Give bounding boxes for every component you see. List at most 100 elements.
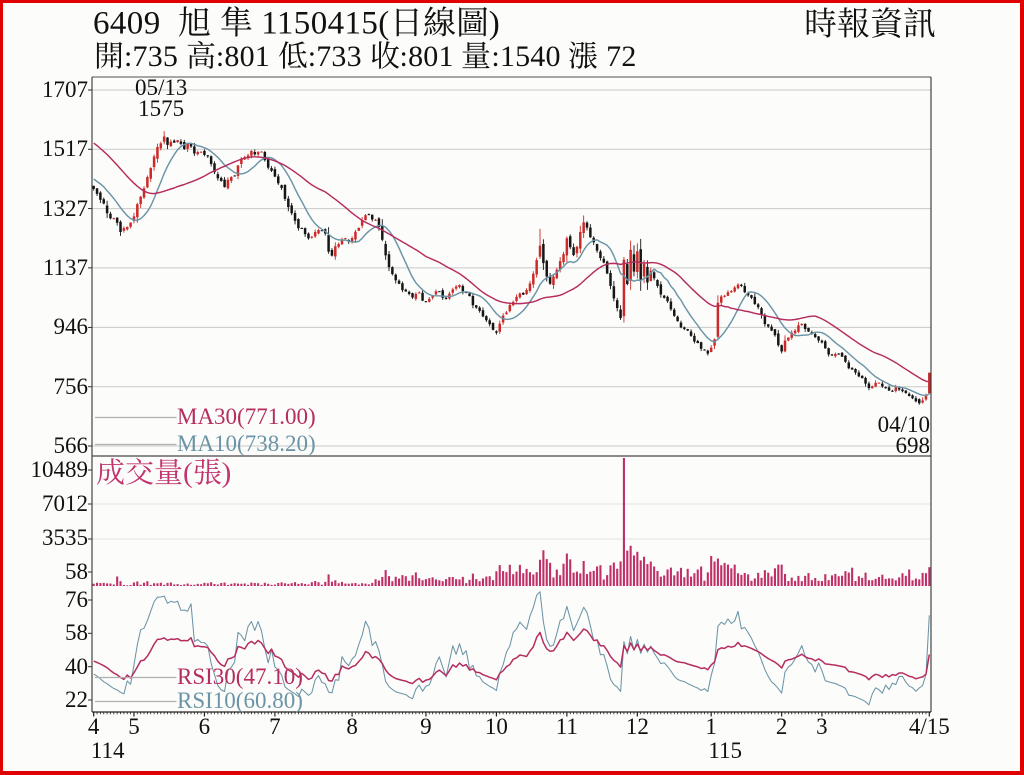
volume-bar — [847, 572, 850, 586]
volume-bar — [569, 559, 572, 586]
candle-body — [367, 214, 371, 216]
volume-bar — [643, 556, 646, 586]
volume-bar — [522, 573, 525, 586]
candle-body — [585, 222, 589, 228]
volume-bar — [612, 562, 615, 586]
candle-body — [146, 177, 149, 188]
candle-body — [649, 270, 653, 281]
candle-body — [773, 329, 777, 336]
candle-body — [387, 254, 391, 268]
candle-body — [740, 284, 743, 286]
volume-bar — [418, 578, 421, 586]
candle-body — [230, 177, 233, 181]
volume-bar — [159, 582, 162, 586]
volume-bar — [740, 574, 743, 586]
volume-bar — [606, 575, 609, 586]
volume-bar — [317, 582, 320, 586]
annotation-high-date: 05/13 — [134, 75, 188, 100]
volume-bar — [344, 583, 347, 586]
candle-body — [629, 249, 632, 281]
volume-bar — [481, 578, 485, 586]
volume-bar — [347, 583, 350, 586]
candle-body — [340, 239, 344, 245]
volume-bar — [629, 545, 632, 586]
candle-body — [565, 238, 569, 256]
candle-body — [891, 390, 894, 392]
volume-bar — [592, 570, 595, 586]
volume-bar — [193, 584, 196, 586]
volume-bar — [669, 567, 672, 586]
volume-bar — [693, 573, 696, 586]
candle-body — [508, 304, 512, 312]
volume-bar — [337, 583, 340, 586]
volume-bar — [538, 559, 542, 586]
volume-bar — [485, 576, 488, 586]
volume-bar — [673, 575, 676, 586]
volume-bar — [404, 576, 407, 586]
candle-body — [911, 395, 914, 399]
candle-body — [515, 296, 518, 302]
volume-bar — [532, 574, 535, 586]
volume-bar — [126, 585, 129, 587]
candle-body — [921, 400, 924, 403]
volume-bar — [330, 581, 334, 586]
volume-bar — [367, 584, 370, 586]
cjk-glyph — [125, 457, 154, 486]
candle-body — [374, 219, 377, 221]
volume-bar — [585, 574, 589, 586]
price-axis-label: 566 — [53, 433, 89, 458]
volume-bar — [149, 584, 152, 586]
rsi-axis-label: 40 — [65, 653, 88, 679]
volume-bar — [518, 564, 521, 586]
volume-bar — [743, 572, 746, 586]
candle-body — [552, 276, 555, 286]
candle-body — [720, 296, 723, 303]
volume-bar — [451, 577, 454, 586]
candle-body — [159, 143, 163, 149]
cjk-glyph-shape — [463, 42, 490, 68]
volume-bar — [559, 575, 562, 586]
volume-bar — [804, 575, 807, 586]
volume-bar — [471, 573, 474, 586]
candle-body — [485, 316, 488, 321]
cjk-glyph — [568, 40, 598, 70]
legend-ma10-label: MA10(738.20) — [177, 431, 316, 456]
candle-body — [605, 261, 609, 274]
candle-body — [287, 198, 290, 208]
volume-bar — [498, 565, 501, 586]
candle-body — [162, 136, 166, 142]
volume-bar — [663, 575, 666, 586]
volume-bar — [780, 564, 783, 586]
volume-bar — [287, 583, 290, 586]
candle-body — [918, 399, 921, 404]
volume-bar — [757, 572, 760, 586]
volume-bar — [357, 584, 360, 586]
volume-bar — [891, 578, 894, 586]
volume-bar — [304, 583, 307, 586]
candle-body — [317, 230, 320, 234]
rsi-axis-label: 58 — [65, 620, 88, 646]
candle-body — [790, 332, 793, 338]
candle-body — [488, 320, 491, 325]
volume-bar — [871, 580, 874, 586]
candle-body — [746, 292, 750, 296]
candle-body — [125, 226, 129, 230]
volume-panel-label: () — [96, 457, 231, 488]
candle-body — [491, 323, 495, 330]
candle-body — [186, 144, 189, 149]
candle-body — [256, 152, 260, 155]
candle-body — [240, 158, 243, 164]
candle-body — [102, 199, 105, 204]
candle-body — [209, 156, 213, 164]
candle-body — [824, 341, 827, 349]
candle-body — [834, 353, 837, 357]
volume-bar — [169, 582, 172, 586]
volume-bar — [599, 565, 602, 586]
volume-bar — [411, 575, 414, 586]
volume-bar — [414, 572, 417, 586]
candle-body — [535, 260, 538, 275]
volume-bar — [186, 583, 189, 586]
candle-body — [904, 390, 908, 393]
candle-body — [280, 185, 283, 188]
